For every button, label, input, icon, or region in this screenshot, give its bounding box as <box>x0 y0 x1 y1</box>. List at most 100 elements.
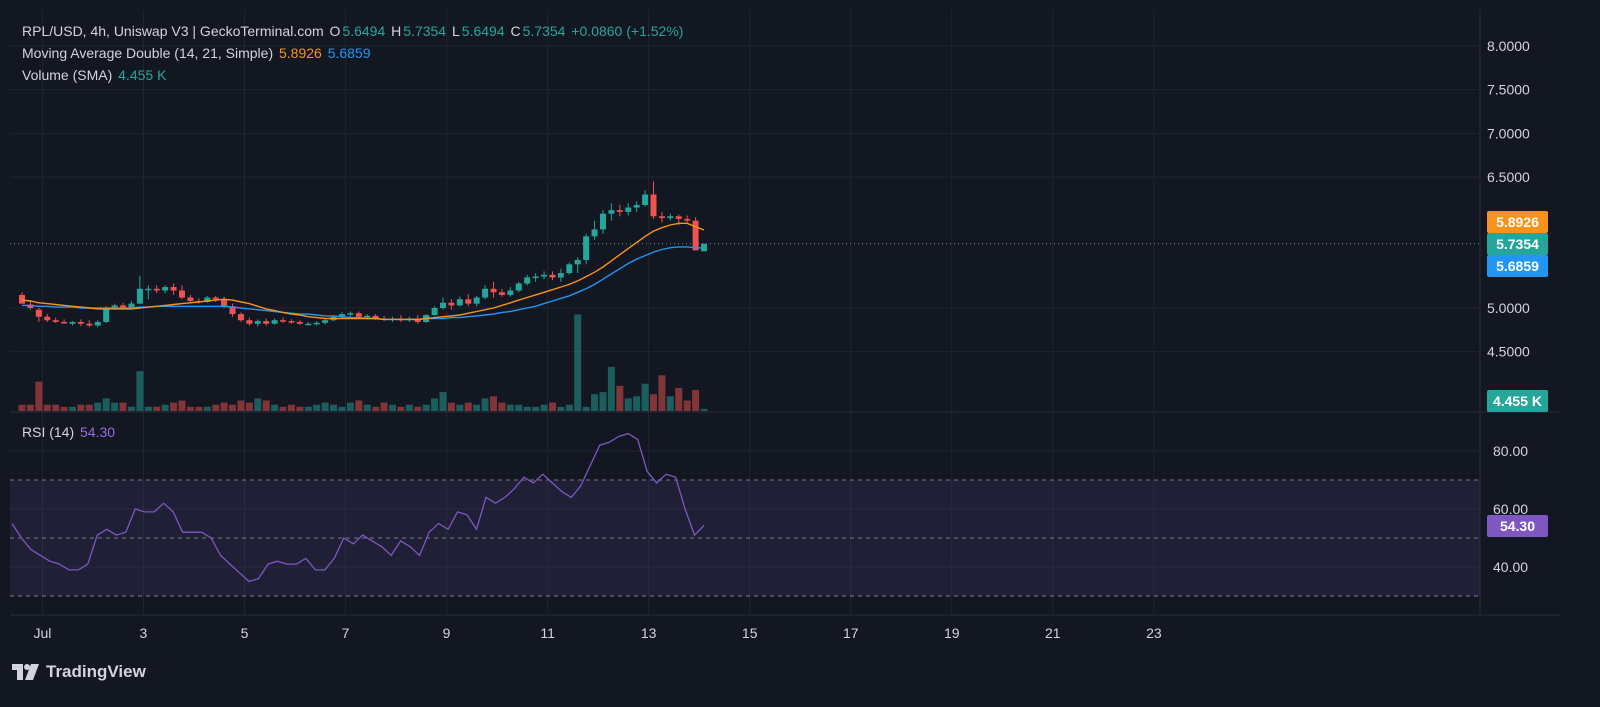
volume-bar <box>591 394 599 411</box>
candle-body <box>263 321 270 324</box>
volume-bar <box>18 404 26 411</box>
candle-body <box>212 297 219 300</box>
rsi-legend-label: RSI (14) <box>22 424 75 440</box>
volume-bar <box>607 366 615 411</box>
volume-bar <box>658 375 666 411</box>
volume-bar <box>237 400 245 411</box>
open-value: 5.6494 <box>342 23 386 39</box>
volume-bar <box>346 402 354 411</box>
volume-bar <box>60 406 68 411</box>
volume-bar <box>271 404 279 411</box>
candle-body <box>77 321 84 324</box>
volume-bar <box>35 381 43 411</box>
volume-legend[interactable]: Volume (SMA) 4.455 K <box>22 66 168 84</box>
volume-bar <box>262 400 270 411</box>
candle-body <box>162 287 169 291</box>
ma14-line <box>21 222 705 321</box>
volume-bar <box>195 406 203 411</box>
volume-bar <box>456 404 464 411</box>
candle-body <box>456 299 463 306</box>
volume-bar <box>111 402 119 411</box>
ma-legend-label: Moving Average Double (14, 21, Simple) <box>22 45 274 61</box>
rsi-band <box>10 479 1480 597</box>
candle-body <box>145 288 152 291</box>
candle-body <box>372 315 379 319</box>
volume-bar <box>313 404 321 411</box>
candle-body <box>498 292 505 295</box>
volume-bar <box>582 406 590 411</box>
candle-body <box>574 259 581 265</box>
x-tick-label: 13 <box>641 625 657 641</box>
volume-legend-value: 4.455 K <box>118 67 167 83</box>
candle-body <box>440 302 446 308</box>
rsi-line <box>11 432 705 583</box>
candles <box>19 181 708 328</box>
volume-bar <box>338 406 346 411</box>
ma-legend[interactable]: Moving Average Double (14, 21, Simple) 5… <box>22 44 373 62</box>
candle-body <box>338 314 345 317</box>
tradingview-brand[interactable]: TradingView <box>12 660 146 684</box>
tradingview-logo-icon <box>12 664 39 680</box>
volume-bar <box>170 402 178 411</box>
volume-bar <box>439 392 447 411</box>
rsi-line <box>11 432 705 583</box>
price-tick-label: 6.5000 <box>1487 169 1530 185</box>
rsi-tick-label: 80.00 <box>1493 443 1528 459</box>
moving-averages <box>21 222 705 321</box>
high-value: 5.7354 <box>403 23 447 39</box>
x-tick-label: 7 <box>342 625 350 641</box>
volume-bar <box>380 402 388 411</box>
low-label: L <box>451 23 460 39</box>
volume-bar <box>94 402 102 411</box>
volume-bar <box>565 404 573 411</box>
volume-bar <box>397 406 405 411</box>
rsi-price-tag: 54.30 <box>1487 515 1548 537</box>
close-label: C <box>510 23 521 39</box>
volume-bar <box>186 406 194 411</box>
rsi-legend[interactable]: RSI (14) 54.30 <box>22 423 117 441</box>
volume-bar <box>414 406 422 411</box>
candle-body <box>61 321 68 324</box>
change-value: +0.0860 (+1.52%) <box>571 23 684 39</box>
volume-bar <box>102 398 110 411</box>
volume-bar <box>287 404 295 411</box>
candle-body <box>591 229 598 237</box>
candle-body <box>280 320 287 322</box>
candle-body <box>204 297 211 302</box>
candle-body <box>642 194 649 205</box>
open-label: O <box>329 23 341 39</box>
volume-bar <box>624 398 632 411</box>
ma14-price-tag: 5.8926 <box>1487 211 1548 233</box>
candle-body <box>675 216 682 219</box>
candle-body <box>229 306 236 315</box>
volume-bar <box>574 314 582 411</box>
volume-bar <box>85 404 93 411</box>
candle-body <box>414 318 421 322</box>
x-tick-label: 17 <box>843 625 859 641</box>
candle-body <box>86 323 93 326</box>
candle-body <box>667 216 674 219</box>
candle-body <box>650 194 657 217</box>
x-tick-label: 11 <box>540 625 555 641</box>
volume-bar <box>153 406 161 411</box>
candle-body <box>19 294 25 304</box>
candle-body <box>111 305 118 308</box>
volume-bar <box>178 400 186 411</box>
x-tick-label: 23 <box>1146 625 1162 641</box>
volume-bar <box>692 390 700 411</box>
volume-bar <box>144 406 152 411</box>
volume-bar <box>506 404 514 411</box>
candle-body <box>69 321 76 324</box>
candle-body <box>27 304 34 308</box>
candle-body <box>541 274 548 277</box>
candle-body <box>237 314 244 321</box>
volume-bar <box>43 404 51 411</box>
volume-bar <box>540 404 548 411</box>
volume-bar <box>119 402 127 411</box>
candle-body <box>136 288 143 304</box>
candle-body <box>296 321 303 324</box>
volume-bar <box>490 396 498 411</box>
volume-bar <box>296 406 304 411</box>
